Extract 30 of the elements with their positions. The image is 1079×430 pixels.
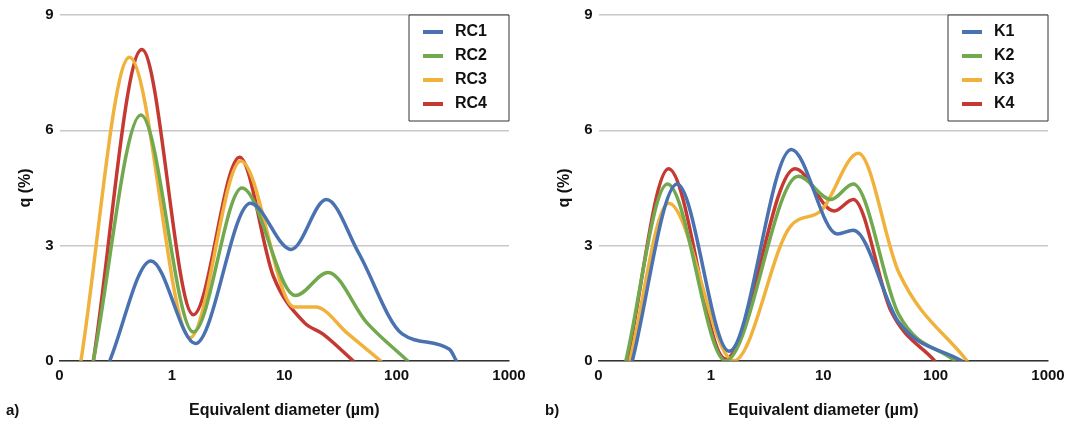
x-tick-label: 1000 xyxy=(1031,365,1065,383)
legend-label: K1 xyxy=(994,22,1015,40)
y-tick-label: 3 xyxy=(45,235,54,253)
x-tick-label: 1 xyxy=(706,365,716,383)
y-tick-label: 3 xyxy=(584,235,593,253)
text: a) xyxy=(6,400,20,418)
x-tick-label: 100 xyxy=(923,365,949,383)
legend-label: RC1 xyxy=(455,22,488,40)
y-tick-label: 6 xyxy=(45,120,54,138)
y-axis-title: q (%) xyxy=(555,168,573,208)
x-axis-title: Equivalent diameter (µm) xyxy=(727,400,919,418)
x-tick-label: 100 xyxy=(384,365,410,383)
legend-label: RC2 xyxy=(455,46,488,64)
x-tick-label: 10 xyxy=(275,365,293,383)
y-tick-label: 0 xyxy=(45,350,54,368)
x-axis-title: Equivalent diameter (µm) xyxy=(188,400,380,418)
y-tick-label: 9 xyxy=(45,5,54,23)
legend-label: RC3 xyxy=(455,70,488,88)
text: b) xyxy=(545,400,560,418)
x-tick-label: 1000 xyxy=(492,365,526,383)
y-tick-label: 6 xyxy=(584,120,593,138)
legend-label: K3 xyxy=(994,70,1015,88)
legend-label: K2 xyxy=(994,46,1015,64)
y-axis-title: q (%) xyxy=(16,168,34,208)
x-tick-label: 10 xyxy=(814,365,832,383)
y-tick-label: 0 xyxy=(584,350,593,368)
legend-label: K4 xyxy=(994,94,1015,112)
legend-label: RC4 xyxy=(455,94,488,112)
x-tick-label: 1 xyxy=(167,365,177,383)
y-tick-label: 9 xyxy=(584,5,593,23)
